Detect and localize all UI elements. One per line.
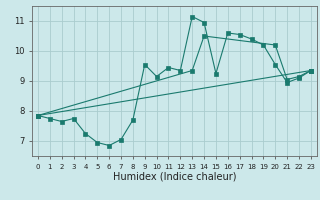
X-axis label: Humidex (Indice chaleur): Humidex (Indice chaleur) (113, 171, 236, 181)
